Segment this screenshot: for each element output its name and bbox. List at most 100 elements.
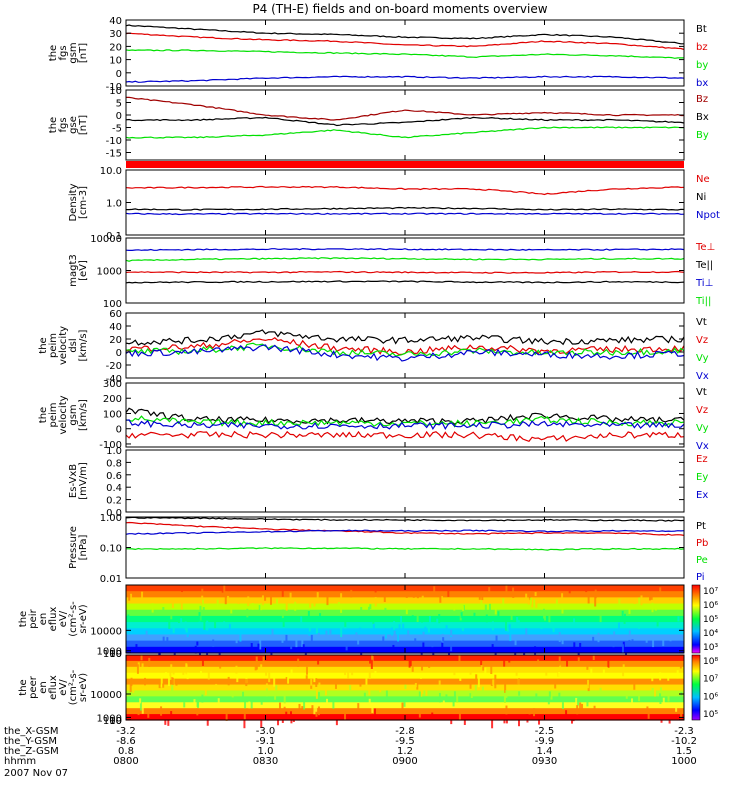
spectrogram-speckle [350,589,353,598]
y-tick-label: 0 [116,348,122,359]
spectrogram-speckle [344,668,347,676]
spectrogram-speckle [491,621,494,631]
spectrogram-speckle [297,658,300,667]
spectrogram-speckle [243,719,246,729]
spectrogram-speckle [492,679,495,686]
spectrogram-speckle [535,601,538,608]
spectrogram-speckle [162,607,165,613]
spectrogram-speckle [625,694,628,699]
y-tick-label: 1.00 [100,513,122,524]
spectrogram-band [126,708,684,715]
spectrogram-speckle [494,683,497,689]
spectrogram-speckle [480,600,483,607]
spectrogram-speckle [508,624,511,631]
spectrogram-speckle [303,700,306,710]
spectrogram-speckle [442,637,445,642]
spectrogram-speckle [189,617,192,622]
panel-peim-velocity-gsm: 300 200 100 0 -100 thepeimvelocitygsm[km/s] Vt… [38,379,709,452]
spectrogram-speckle [484,667,487,675]
spectrogram-speckle [558,672,561,677]
y-tick-label: -10 [106,82,122,93]
spectrogram-speckle [565,710,568,718]
spectrogram-speckle [420,649,423,655]
spectrogram-band [126,672,684,680]
spectrogram-speckle [315,678,318,688]
y-axis-label: Density[cm-3] [68,183,89,221]
spectrogram-speckle [547,699,550,705]
spectrogram-speckle [503,658,506,667]
series-line-Vt [125,329,685,346]
spectrogram-speckle [276,598,279,606]
spectrogram-speckle [592,655,595,661]
spectrogram-speckle [180,602,183,610]
legend-Ex: Ex [696,490,708,501]
colorbar-tick-label: 10³ [703,643,718,653]
spectrogram-speckle [506,623,509,632]
spectrogram-speckle [503,719,506,724]
spectrogram-speckle [324,686,327,696]
spectrogram-speckle [134,604,137,609]
spectrogram-speckle [537,659,540,665]
spectrogram-speckle [461,625,464,632]
spectrogram-speckle [325,630,328,635]
spectrogram-speckle [514,636,517,646]
spectrogram-speckle [180,618,183,626]
y-axis-label-line: the [48,45,59,61]
spectrogram-speckle [453,603,456,611]
legend-bz: bz [696,42,708,53]
spectrogram-speckle [201,657,204,666]
spectrogram-speckle [662,637,665,647]
spectrogram-speckle [438,692,441,703]
spectrogram-speckle [319,613,322,620]
spectrogram-speckle [365,678,368,685]
spectrogram-speckle [675,704,678,712]
spectrogram-speckle [640,595,643,606]
y-tick-label: -10 [106,136,122,147]
spectrogram-speckle [505,705,508,715]
spectrogram-speckle [228,624,231,633]
spectrogram-speckle [517,717,520,727]
spectrogram-speckle [311,705,314,712]
spectrogram-speckle [308,626,311,632]
spectrogram-speckle [528,591,531,601]
y-axis-label-line: peim [48,333,59,358]
y-tick-label: 10 [109,649,122,660]
spectrogram-speckle [202,607,205,615]
panel-density: 10.0 1.0 0.1 Density[cm-3] Ne Ni Npot [68,166,720,242]
spectrogram-speckle [259,639,262,650]
spectrogram-speckle [158,647,161,656]
spectrogram-speckle [421,616,424,623]
spectrogram-speckle [652,637,655,648]
spectrogram-speckle [480,656,483,666]
spectrogram-speckle [274,694,277,700]
spectrogram-speckle [129,684,132,693]
x-row-value: -9.1 [256,736,276,747]
spectrogram-speckle [171,684,174,691]
y-axis-label-line: (cm²-s- [68,669,79,705]
spectrogram-speckle [662,697,665,705]
spectrogram-speckle [132,685,135,693]
spectrogram-speckle [294,601,297,611]
figure-title: P4 (TH-E) fields and on-board moments ov… [252,2,547,16]
y-tick-label: 10000 [90,234,122,245]
spectrogram-speckle [382,636,385,644]
spectrogram-speckle [236,675,239,683]
x-row-value: 0830 [253,756,278,767]
y-axis-label-line: the [48,117,59,133]
spectrogram-speckle [151,603,154,613]
spectrogram-speckle [552,622,555,633]
y-tick-label: 0.0 [106,508,122,519]
spectrogram-speckle [458,710,461,720]
spectrogram-speckle [308,630,311,636]
spectrogram-speckle [592,636,595,642]
spectrogram-speckle [196,708,199,716]
spectrogram-speckle [416,681,419,690]
spectrogram-speckle [344,617,347,627]
spectrogram-speckle [368,698,371,705]
y-tick-label: 0.1 [106,231,122,242]
spectrogram-band [126,591,684,598]
spectrogram-speckle [478,592,481,600]
y-tick-label: 0.01 [100,574,122,585]
spectrogram-speckle [491,644,494,651]
